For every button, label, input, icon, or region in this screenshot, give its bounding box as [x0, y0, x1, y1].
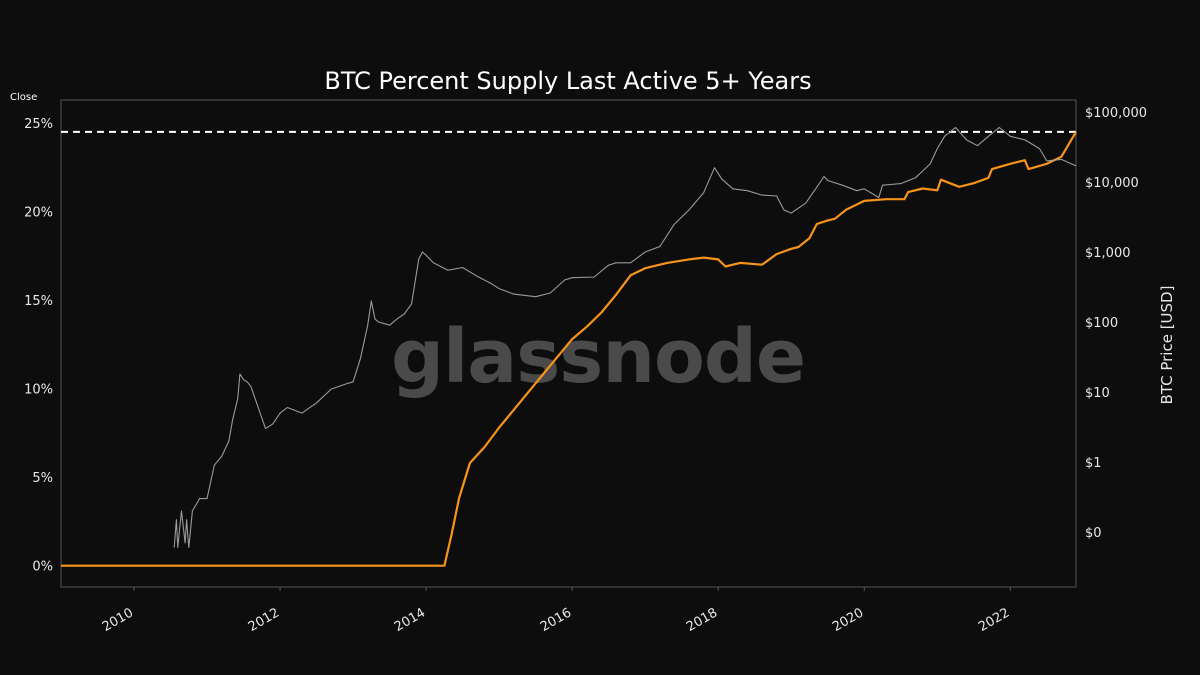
y-right-tick-label: $1 [1085, 456, 1102, 471]
y-left-tick-label: 15% [24, 294, 53, 309]
y-right-tick-label: $1,000 [1085, 246, 1131, 261]
plot-area [60, 99, 1077, 588]
y-left-tick-label: 0% [32, 560, 53, 575]
x-tick-label: 2014 [392, 605, 428, 635]
x-tick-label: 2022 [976, 605, 1012, 635]
x-tick-label: 2018 [684, 605, 720, 635]
price-series-line [173, 126, 1077, 549]
supply-series-line [61, 131, 1077, 567]
y-right-tick-label: $0 [1085, 526, 1102, 541]
chart-title: BTC Percent Supply Last Active 5+ Years [324, 67, 811, 95]
close-button[interactable]: Close [10, 92, 38, 103]
y-left-tick-label: 25% [24, 117, 53, 132]
y-right-tick-label: $100,000 [1085, 106, 1147, 121]
y-right-tick-label: $10,000 [1085, 176, 1139, 191]
x-tick-label: 2010 [100, 605, 136, 635]
y-axis-right-label: BTC Price [USD] [1158, 286, 1176, 405]
x-tick-label: 2020 [830, 605, 866, 635]
y-left-tick-label: 10% [24, 383, 53, 398]
y-left-tick-label: 5% [32, 471, 53, 486]
y-left-tick-label: 20% [24, 206, 53, 221]
x-tick-label: 2016 [538, 605, 574, 635]
x-tick-label: 2012 [246, 605, 282, 635]
glassnode-watermark: glassnode [391, 314, 805, 400]
y-right-tick-label: $100 [1085, 316, 1118, 331]
y-right-tick-label: $10 [1085, 386, 1110, 401]
